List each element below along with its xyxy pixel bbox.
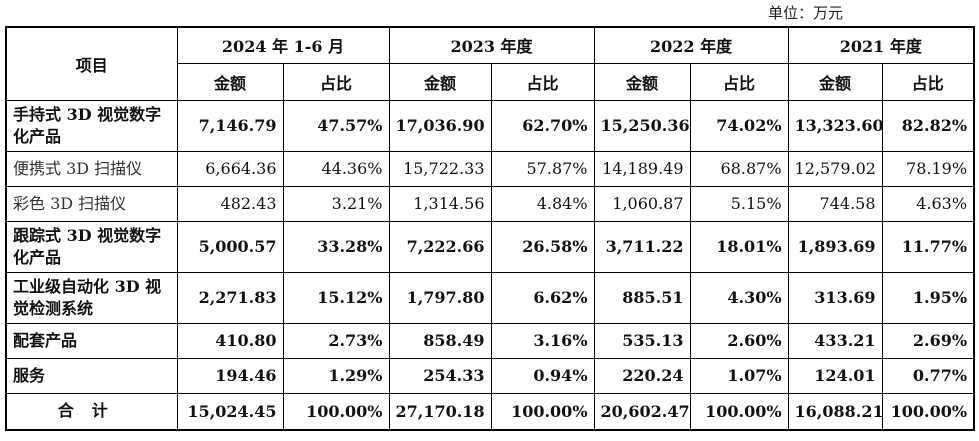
total-amount: 15,024.45 [176, 392, 284, 431]
cell-amount: 17,036.90 [388, 99, 492, 152]
header-period-2023: 2023 年度 [388, 26, 595, 64]
cell-amount: 1,314.56 [388, 185, 492, 222]
cell-amount: 7,146.79 [176, 99, 284, 152]
cell-amount: 254.33 [388, 357, 492, 394]
cell-amount: 124.01 [787, 357, 883, 394]
cell-amount: 14,189.49 [593, 150, 691, 187]
cell-ratio: 4.63% [881, 185, 975, 222]
cell-amount: 433.21 [787, 322, 883, 359]
cell-amount: 13,323.60 [787, 99, 883, 152]
cell-amount: 410.80 [176, 322, 284, 359]
cell-ratio: 82.82% [881, 99, 975, 152]
cell-ratio: 3.16% [490, 322, 595, 359]
cell-ratio: 74.02% [689, 99, 789, 152]
cell-amount: 194.46 [176, 357, 284, 394]
table-row: 工业级自动化 3D 视觉检测系统 2,271.83 15.12% 1,797.8… [5, 271, 975, 324]
table-row: 便携式 3D 扫描仪 6,664.36 44.36% 15,722.33 57.… [5, 150, 975, 187]
header-ratio: 占比 [490, 62, 595, 101]
cell-ratio: 2.60% [689, 322, 789, 359]
cell-amount: 15,722.33 [388, 150, 492, 187]
row-label: 服务 [5, 357, 178, 394]
total-amount: 16,088.21 [787, 392, 883, 431]
cell-amount: 744.58 [787, 185, 883, 222]
cell-ratio: 47.57% [282, 99, 390, 152]
total-ratio: 100.00% [490, 392, 595, 431]
cell-ratio: 4.84% [490, 185, 595, 222]
header-period-2024h1: 2024 年 1-6 月 [176, 26, 390, 64]
table-row: 配套产品 410.80 2.73% 858.49 3.16% 535.13 2.… [5, 322, 975, 359]
row-label: 配套产品 [5, 322, 178, 359]
cell-amount: 1,893.69 [787, 220, 883, 273]
header-ratio: 占比 [881, 62, 975, 101]
table-row: 服务 194.46 1.29% 254.33 0.94% 220.24 1.07… [5, 357, 975, 394]
total-amount: 27,170.18 [388, 392, 492, 431]
table-row: 跟踪式 3D 视觉数字化产品 5,000.57 33.28% 7,222.66 … [5, 220, 975, 273]
cell-ratio: 44.36% [282, 150, 390, 187]
cell-amount: 858.49 [388, 322, 492, 359]
cell-ratio: 0.94% [490, 357, 595, 394]
cell-ratio: 0.77% [881, 357, 975, 394]
cell-ratio: 62.70% [490, 99, 595, 152]
cell-ratio: 57.87% [490, 150, 595, 187]
row-label: 便携式 3D 扫描仪 [5, 150, 178, 187]
cell-ratio: 2.73% [282, 322, 390, 359]
header-ratio: 占比 [282, 62, 390, 101]
cell-amount: 535.13 [593, 322, 691, 359]
cell-amount: 220.24 [593, 357, 691, 394]
total-ratio: 100.00% [689, 392, 789, 431]
cell-ratio: 78.19% [881, 150, 975, 187]
cell-amount: 6,664.36 [176, 150, 284, 187]
cell-ratio: 15.12% [282, 271, 390, 324]
cell-amount: 7,222.66 [388, 220, 492, 273]
row-label: 手持式 3D 视觉数字化产品 [5, 99, 178, 152]
cell-ratio: 26.58% [490, 220, 595, 273]
row-label: 工业级自动化 3D 视觉检测系统 [5, 271, 178, 324]
unit-label: 单位：万元 [768, 4, 844, 22]
header-amount: 金额 [176, 62, 284, 101]
header-item: 项目 [5, 26, 178, 101]
header-amount: 金额 [593, 62, 691, 101]
cell-amount: 12,579.02 [787, 150, 883, 187]
header-amount: 金额 [787, 62, 883, 101]
cell-ratio: 1.29% [282, 357, 390, 394]
total-amount: 20,602.47 [593, 392, 691, 431]
header-period-2022: 2022 年度 [593, 26, 789, 64]
cell-amount: 313.69 [787, 271, 883, 324]
total-ratio: 100.00% [282, 392, 390, 431]
cell-ratio: 2.69% [881, 322, 975, 359]
cell-ratio: 11.77% [881, 220, 975, 273]
total-ratio: 100.00% [881, 392, 975, 431]
row-label: 彩色 3D 扫描仪 [5, 185, 178, 222]
cell-amount: 1,797.80 [388, 271, 492, 324]
cell-amount: 482.43 [176, 185, 284, 222]
cell-ratio: 68.87% [689, 150, 789, 187]
cell-ratio: 1.95% [881, 271, 975, 324]
cell-ratio: 1.07% [689, 357, 789, 394]
cell-amount: 3,711.22 [593, 220, 691, 273]
cell-amount: 2,271.83 [176, 271, 284, 324]
row-label: 跟踪式 3D 视觉数字化产品 [5, 220, 178, 273]
cell-amount: 1,060.87 [593, 185, 691, 222]
header-period-2021: 2021 年度 [787, 26, 975, 64]
cell-ratio: 4.30% [689, 271, 789, 324]
total-row: 合计 15,024.45 100.00% 27,170.18 100.00% 2… [5, 392, 975, 431]
total-label: 合计 [5, 392, 178, 431]
cell-amount: 15,250.36 [593, 99, 691, 152]
header-amount: 金额 [388, 62, 492, 101]
cell-ratio: 3.21% [282, 185, 390, 222]
cell-ratio: 5.15% [689, 185, 789, 222]
header-ratio: 占比 [689, 62, 789, 101]
cell-ratio: 33.28% [282, 220, 390, 273]
table-row: 手持式 3D 视觉数字化产品 7,146.79 47.57% 17,036.90… [5, 99, 975, 152]
table-row: 彩色 3D 扫描仪 482.43 3.21% 1,314.56 4.84% 1,… [5, 185, 975, 222]
cell-ratio: 18.01% [689, 220, 789, 273]
cell-ratio: 6.62% [490, 271, 595, 324]
cell-amount: 5,000.57 [176, 220, 284, 273]
revenue-table: 项目 2024 年 1-6 月 2023 年度 2022 年度 2021 年度 … [5, 26, 976, 431]
cell-amount: 885.51 [593, 271, 691, 324]
